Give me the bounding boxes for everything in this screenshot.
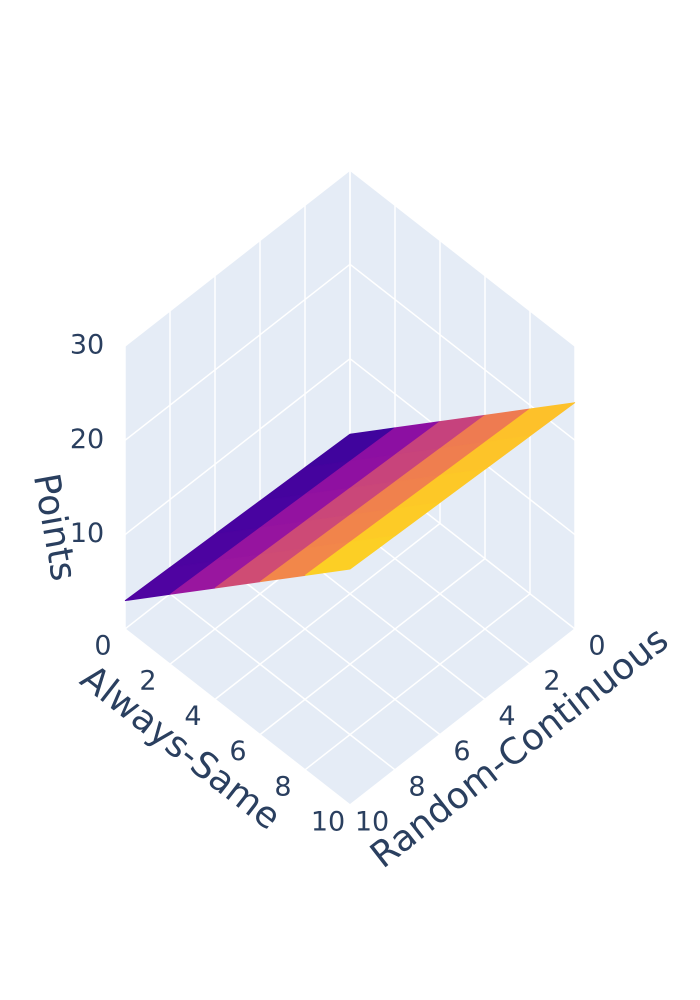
x-tick-label: 4 (184, 701, 201, 732)
grid-line (124, 169, 351, 347)
grid-line (349, 169, 576, 347)
grid-line (349, 628, 576, 806)
y-tick-label: 4 (498, 701, 515, 732)
grid-line (214, 522, 441, 700)
grid-line (124, 358, 351, 536)
y-tick-label: 0 (588, 631, 605, 662)
grid-line (214, 558, 441, 736)
z-tick-label: 10 (70, 518, 104, 549)
grid-line (304, 593, 531, 771)
x-tick-label: 2 (139, 666, 156, 697)
grid-line (124, 628, 351, 806)
x-tick-label: 10 (311, 807, 345, 838)
grid-line (169, 593, 396, 771)
x-tick-label: 6 (229, 736, 246, 767)
z-tick-label: 30 (70, 330, 104, 361)
wall-pane (125, 170, 350, 629)
x-tick-label: 8 (274, 771, 291, 802)
wall-pane (350, 170, 575, 629)
y-tick-label: 6 (453, 736, 470, 767)
z-tick-label: 20 (70, 424, 104, 455)
grid-line (124, 263, 351, 441)
x-tick-label: 0 (94, 631, 111, 662)
surface-cell (304, 535, 396, 576)
grid-line (259, 558, 486, 736)
y-tick-label: 8 (408, 771, 425, 802)
y-tick-label: 2 (543, 666, 560, 697)
y-tick-label: 10 (355, 807, 389, 838)
z-axis-title: Points (25, 470, 84, 584)
